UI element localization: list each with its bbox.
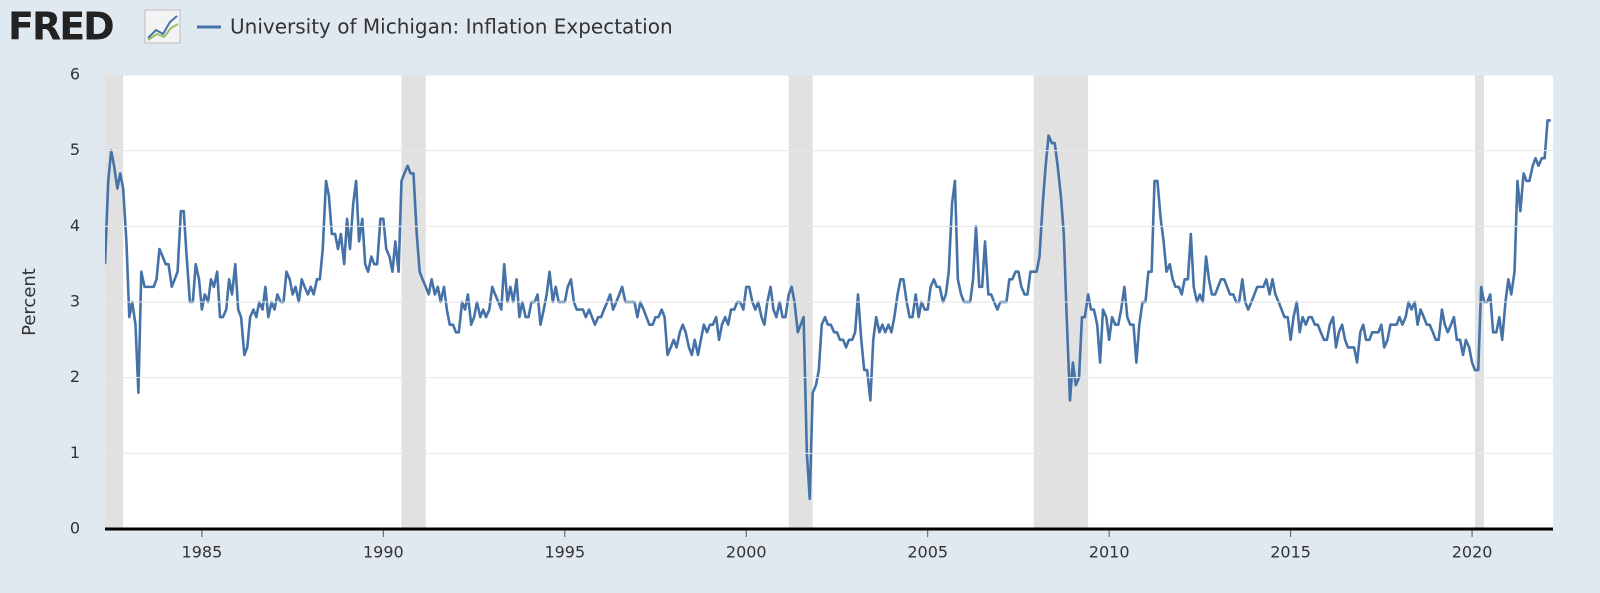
x-tick-label: 2010 — [1089, 543, 1130, 562]
x-tick-label: 2015 — [1270, 543, 1311, 562]
x-tick-label: 2020 — [1452, 543, 1493, 562]
y-tick-label: 4 — [70, 216, 80, 235]
y-tick-label: 1 — [70, 443, 80, 462]
y-tick-label: 2 — [70, 367, 80, 386]
x-tick-label: 1985 — [182, 543, 223, 562]
x-tick-label: 1990 — [363, 543, 404, 562]
data-line — [105, 119, 1551, 501]
y-tick-label: 6 — [70, 65, 80, 84]
x-tick-label: 1995 — [544, 543, 585, 562]
y-tick-label: 3 — [70, 292, 80, 311]
y-tick-label: 5 — [70, 140, 80, 159]
y-tick-label: 0 — [70, 519, 80, 538]
y-axis-label: Percent — [19, 268, 40, 336]
x-tick-label: 2005 — [907, 543, 948, 562]
brand-logo[interactable]: FRED — [8, 5, 115, 49]
x-tick-label: 2000 — [726, 543, 767, 562]
legend-label: University of Michigan: Inflation Expect… — [230, 15, 673, 39]
logo-icon — [144, 9, 181, 44]
